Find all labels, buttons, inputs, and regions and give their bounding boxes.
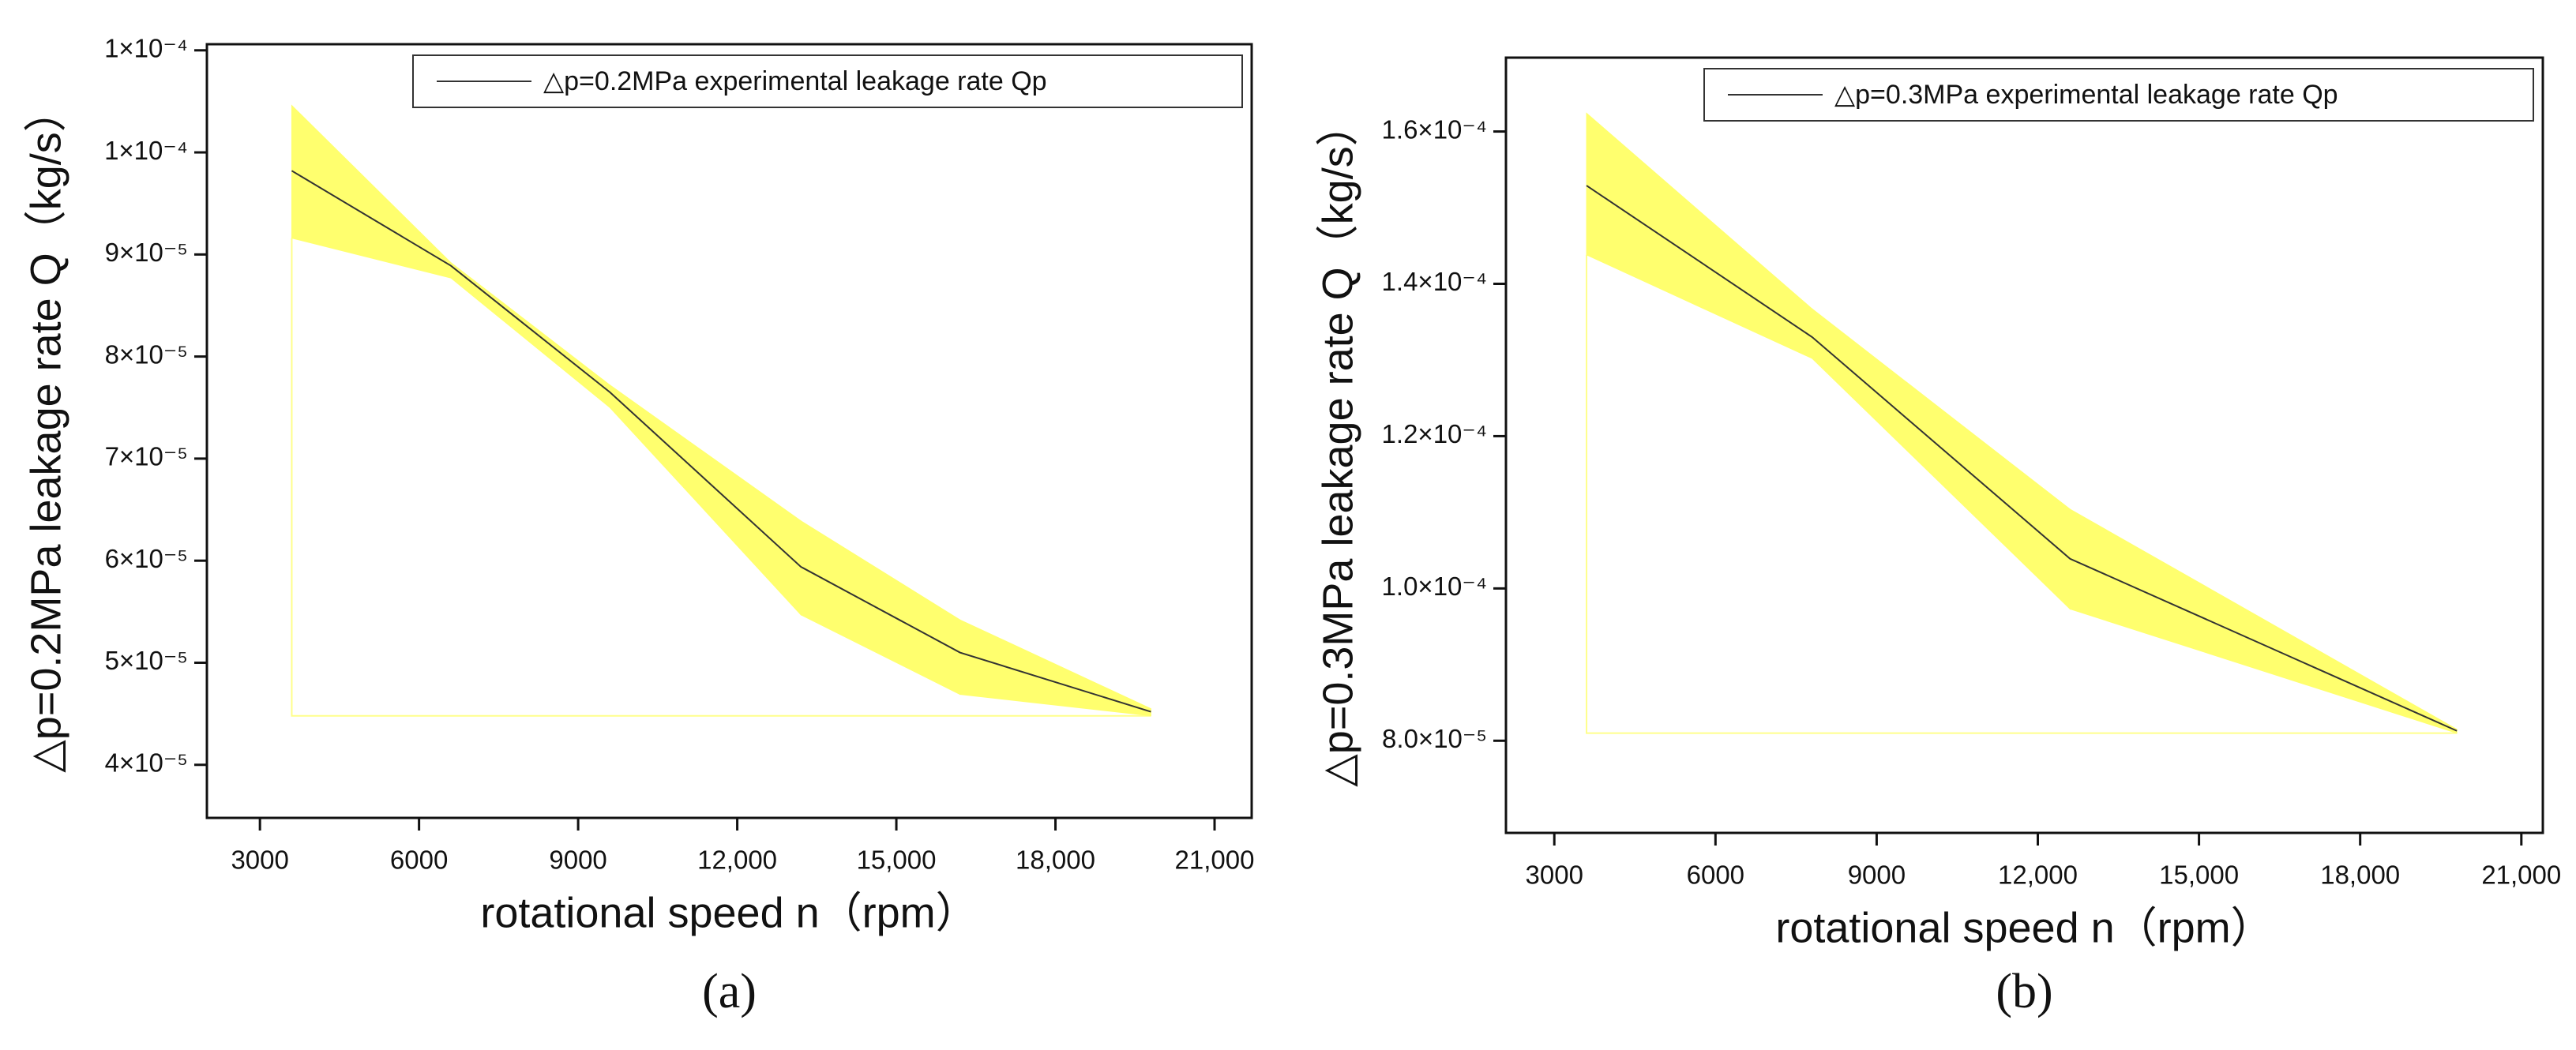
y-tick-label: 1×10⁻⁴ <box>104 136 188 165</box>
band <box>800 519 961 696</box>
y-tick-label: 9×10⁻⁵ <box>105 238 188 267</box>
band <box>1812 308 2071 610</box>
y-tick-label: 8×10⁻⁵ <box>105 339 188 369</box>
x-tick-label: 9000 <box>1848 861 1906 890</box>
y-tick-label: 1×10⁻⁴ <box>104 33 188 62</box>
x-tick-label: 21,000 <box>1175 846 1255 875</box>
caption: (b) <box>1996 965 2052 1018</box>
band <box>1586 112 1813 359</box>
x-tick-label: 15,000 <box>2159 861 2239 890</box>
band <box>609 384 802 616</box>
plot-frame <box>205 43 1253 819</box>
legend-box <box>412 54 1243 108</box>
x-tick-label: 12,000 <box>697 846 777 875</box>
x-tick-label: 21,000 <box>2481 861 2561 890</box>
x-tick-label: 18,000 <box>1016 846 1095 875</box>
x-tick-label: 12,000 <box>1998 861 2078 890</box>
band <box>959 619 1151 717</box>
x-tick-label: 9000 <box>549 846 606 875</box>
legend-text: △p=0.2MPa experimental leakage rate Qp <box>543 66 1047 96</box>
y-axis-title: △p=0.2MPa leakage rate Q（kg/s） <box>22 89 69 772</box>
x-tick-label: 3000 <box>1526 861 1583 890</box>
y-tick-label: 7×10⁻⁵ <box>105 442 188 471</box>
caption: (a) <box>702 965 757 1018</box>
y-tick-label: 8.0×10⁻⁵ <box>1382 724 1487 753</box>
y-tick-label: 1.6×10⁻⁴ <box>1382 114 1487 144</box>
band-outline <box>1586 254 2458 734</box>
x-tick-label: 18,000 <box>2320 861 2400 890</box>
x-tick-label: 15,000 <box>857 846 937 875</box>
series-line <box>1586 185 2458 732</box>
x-tick-label: 6000 <box>1687 861 1744 890</box>
band-outline <box>291 238 1151 717</box>
y-tick-label: 1.2×10⁻⁴ <box>1382 419 1487 448</box>
y-tick-label: 5×10⁻⁵ <box>105 646 188 675</box>
x-tick-label: 6000 <box>390 846 448 875</box>
y-tick-label: 4×10⁻⁵ <box>105 748 188 777</box>
x-axis-title: rotational speed n（rpm） <box>480 889 978 936</box>
y-axis-title: △p=0.3MPa leakage rate Q（kg/s） <box>1314 103 1361 786</box>
plot-frame <box>1504 56 2544 834</box>
x-tick-label: 3000 <box>231 846 288 875</box>
y-tick-label: 1.0×10⁻⁴ <box>1382 572 1487 601</box>
band <box>2069 508 2458 734</box>
y-tick-label: 6×10⁻⁵ <box>105 544 188 573</box>
x-axis-title: rotational speed n（rpm） <box>1775 904 2273 951</box>
legend-text: △p=0.3MPa experimental leakage rate Qp <box>1834 80 2338 110</box>
y-tick-label: 1.4×10⁻⁴ <box>1382 267 1487 296</box>
legend-box <box>1703 68 2534 122</box>
series-line <box>291 170 1151 713</box>
